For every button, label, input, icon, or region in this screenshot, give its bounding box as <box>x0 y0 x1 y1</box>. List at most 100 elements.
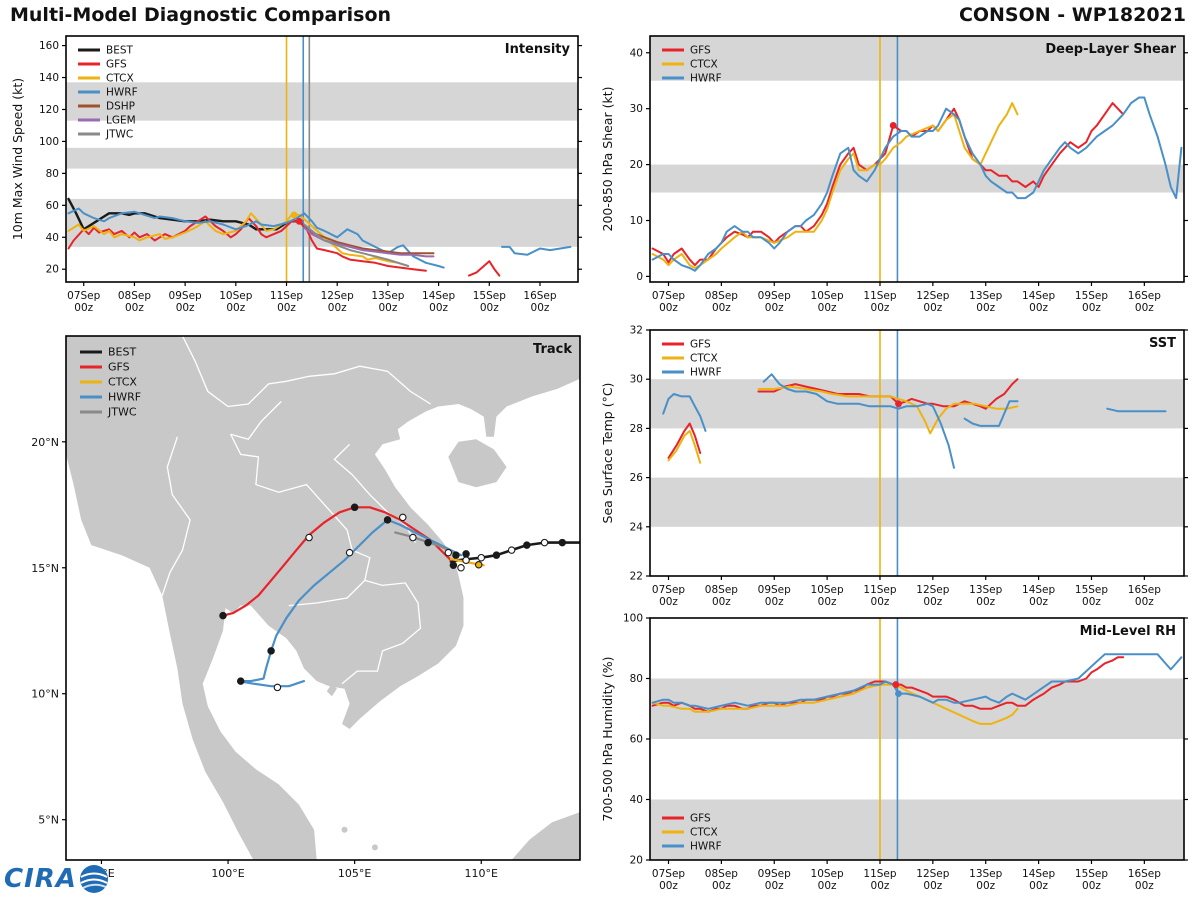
svg-text:09Sep: 09Sep <box>169 290 202 302</box>
svg-text:14Sep: 14Sep <box>422 290 455 302</box>
svg-text:15Sep: 15Sep <box>473 290 506 302</box>
svg-text:28: 28 <box>630 423 643 435</box>
svg-text:CTCX: CTCX <box>106 73 134 85</box>
svg-text:20°N: 20°N <box>31 436 59 449</box>
svg-text:100°E: 100°E <box>211 867 244 880</box>
svg-text:10Sep: 10Sep <box>811 584 844 596</box>
svg-text:10Sep: 10Sep <box>811 290 844 302</box>
svg-text:HWRF: HWRF <box>108 391 141 404</box>
svg-text:00z: 00z <box>712 302 731 314</box>
svg-text:00z: 00z <box>1082 596 1101 608</box>
svg-text:11Sep: 11Sep <box>863 584 896 596</box>
svg-text:DSHP: DSHP <box>106 101 135 113</box>
rh-panel: 07Sep 00z 08Sep 00z 09Sep 00z 10Sep 00z 11Sep 00z… <box>598 610 1196 896</box>
svg-text:00z: 00z <box>1135 596 1154 608</box>
globe-icon <box>79 865 108 893</box>
svg-text:20: 20 <box>46 264 59 276</box>
svg-text:Mid-Level RH: Mid-Level RH <box>1080 624 1176 639</box>
shear-chart: 07Sep00z08Sep00z09Sep00z10Sep00z11Sep00z… <box>600 35 1188 314</box>
svg-text:00z: 00z <box>818 880 837 892</box>
svg-text:JTWC: JTWC <box>105 129 133 141</box>
svg-text:26: 26 <box>630 472 644 484</box>
svg-text:00z: 00z <box>1135 880 1154 892</box>
svg-text:80: 80 <box>630 673 643 685</box>
svg-text:08Sep: 08Sep <box>705 290 738 302</box>
svg-text:0: 0 <box>636 271 643 283</box>
svg-text:00z: 00z <box>1029 880 1048 892</box>
svg-text:HWRF: HWRF <box>690 841 722 853</box>
svg-text:00z: 00z <box>818 596 837 608</box>
svg-text:20: 20 <box>630 159 643 171</box>
svg-text:00z: 00z <box>765 880 784 892</box>
svg-text:SST: SST <box>1149 336 1176 351</box>
svg-text:30: 30 <box>630 374 643 386</box>
svg-text:GFS: GFS <box>690 45 711 57</box>
svg-text:00z: 00z <box>1082 880 1101 892</box>
svg-text:40: 40 <box>46 232 59 244</box>
svg-text:07Sep: 07Sep <box>652 868 685 880</box>
svg-text:08Sep: 08Sep <box>705 868 738 880</box>
svg-text:60: 60 <box>630 734 643 746</box>
svg-text:JTWC: JTWC <box>107 406 137 419</box>
svg-text:00z: 00z <box>74 302 93 314</box>
svg-text:00z: 00z <box>659 302 678 314</box>
svg-text:13Sep: 13Sep <box>969 290 1002 302</box>
svg-text:00z: 00z <box>976 880 995 892</box>
svg-text:40: 40 <box>630 794 643 806</box>
svg-text:5°N: 5°N <box>38 814 59 827</box>
svg-text:40: 40 <box>630 47 643 59</box>
svg-text:10°N: 10°N <box>31 688 59 701</box>
svg-text:00z: 00z <box>765 302 784 314</box>
svg-text:15°N: 15°N <box>31 562 59 575</box>
svg-text:11Sep: 11Sep <box>270 290 303 302</box>
svg-text:00z: 00z <box>871 302 890 314</box>
sst-chart: 07Sep00z08Sep00z09Sep00z10Sep00z11Sep00z… <box>600 325 1188 608</box>
track-map: 95°E100°E105°E110°E5°N10°N15°N20°NBESTGF… <box>31 335 581 880</box>
svg-text:12Sep: 12Sep <box>916 584 949 596</box>
svg-text:12Sep: 12Sep <box>916 290 949 302</box>
svg-text:08Sep: 08Sep <box>118 290 151 302</box>
svg-text:09Sep: 09Sep <box>758 290 791 302</box>
svg-text:00z: 00z <box>226 302 245 314</box>
svg-text:10Sep: 10Sep <box>811 868 844 880</box>
svg-text:16Sep: 16Sep <box>523 290 556 302</box>
svg-text:00z: 00z <box>976 596 995 608</box>
svg-text:10: 10 <box>630 215 643 227</box>
svg-text:00z: 00z <box>923 880 942 892</box>
rh-chart: 07Sep00z08Sep00z09Sep00z10Sep00z11Sep00z… <box>600 613 1188 892</box>
svg-text:00z: 00z <box>1135 302 1154 314</box>
svg-text:00z: 00z <box>1029 302 1048 314</box>
svg-text:GFS: GFS <box>108 361 130 374</box>
svg-text:00z: 00z <box>659 880 678 892</box>
svg-text:110°E: 110°E <box>465 867 498 880</box>
svg-text:09Sep: 09Sep <box>758 584 791 596</box>
track-panel: 95°E100°E105°E110°E5°N10°N15°N20°NBESTGF… <box>8 328 600 892</box>
svg-text:00z: 00z <box>1029 596 1048 608</box>
svg-text:00z: 00z <box>765 596 784 608</box>
svg-text:00z: 00z <box>531 302 550 314</box>
svg-text:11Sep: 11Sep <box>863 290 896 302</box>
svg-text:00z: 00z <box>871 596 890 608</box>
shear-panel: 07Sep 00z 08Sep 00z 09Sep 00z 10Sep 00z 11Sep 00z… <box>598 26 1196 324</box>
intensity-chart: 07Sep00z08Sep00z09Sep00z10Sep00z11Sep00z… <box>10 35 582 314</box>
svg-text:12Sep: 12Sep <box>321 290 354 302</box>
page-title: Multi-Model Diagnostic Comparison <box>10 4 392 26</box>
svg-text:30: 30 <box>630 103 643 115</box>
svg-text:00z: 00z <box>923 302 942 314</box>
svg-text:60: 60 <box>46 200 59 212</box>
svg-text:00z: 00z <box>871 880 890 892</box>
svg-text:16Sep: 16Sep <box>1128 584 1161 596</box>
storm-id-title: CONSON - WP182021 <box>958 4 1186 26</box>
svg-text:00z: 00z <box>976 302 995 314</box>
svg-text:14Sep: 14Sep <box>1022 584 1055 596</box>
svg-text:00z: 00z <box>712 880 731 892</box>
svg-text:105°E: 105°E <box>338 867 371 880</box>
svg-text:00z: 00z <box>1082 302 1101 314</box>
svg-text:GFS: GFS <box>106 59 127 71</box>
svg-text:HWRF: HWRF <box>106 87 138 99</box>
svg-text:Deep-Layer Shear: Deep-Layer Shear <box>1045 42 1176 57</box>
svg-text:CTCX: CTCX <box>690 827 718 839</box>
svg-text:Sea Surface Temp (°C): Sea Surface Temp (°C) <box>600 383 615 524</box>
cira-logo: CIRA <box>4 862 111 896</box>
